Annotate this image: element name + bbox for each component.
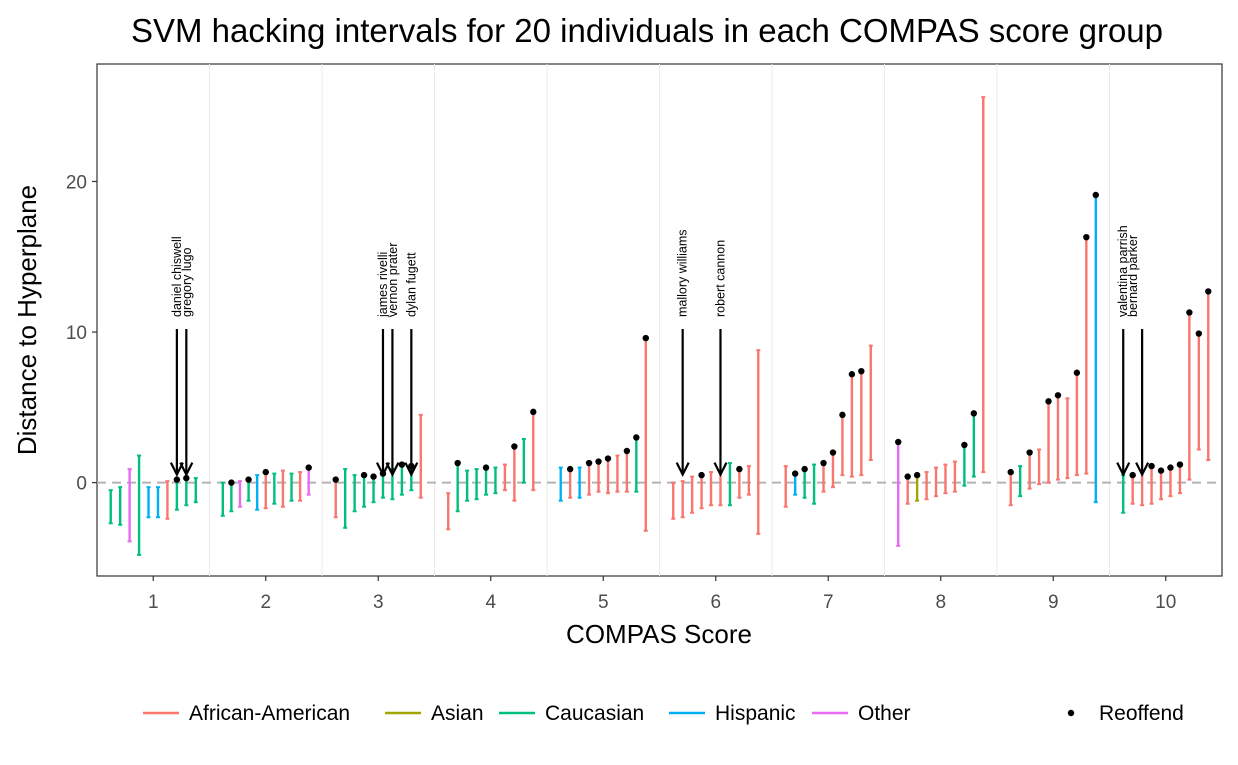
- reoffend-point: [1129, 471, 1136, 479]
- reoffend-point: [829, 449, 837, 456]
- reoffend-point: [1045, 398, 1052, 405]
- reoffend-point: [970, 410, 978, 417]
- annotation-label: robert cannon: [713, 240, 727, 317]
- annotation-arrow-head: [1135, 462, 1150, 478]
- reoffend-point: [913, 471, 921, 479]
- reoffend-point: [623, 447, 631, 455]
- x-tick-label: 5: [598, 592, 609, 613]
- reoffend-point: [858, 368, 865, 375]
- x-axis: 1 2 3 4 5 6 7 8 9 10: [148, 576, 1176, 613]
- reoffend-point: [454, 459, 461, 467]
- legend-label: Hispanic: [715, 702, 796, 725]
- reoffend-points: [173, 191, 1212, 486]
- reoffend-point: [332, 476, 339, 483]
- x-tick-label: 7: [823, 592, 834, 613]
- annotation-arrow-head: [404, 462, 419, 478]
- reoffend-point: [566, 465, 574, 473]
- reoffend-point: [839, 411, 846, 419]
- reoffend-point: [511, 443, 518, 450]
- x-tick-label: 2: [260, 592, 271, 613]
- reoffend-point: [262, 468, 269, 476]
- annotation-arrow-head: [713, 462, 728, 478]
- reoffend-point: [1148, 462, 1155, 470]
- legend: African-American Asian Caucasian Hispanic Ot…: [143, 702, 1184, 725]
- reoffend-point: [1007, 468, 1014, 476]
- annotation-arrow-head: [179, 462, 194, 478]
- y-tick-label: 0: [76, 474, 87, 495]
- reoffend-point: [895, 438, 902, 446]
- reoffend-point: [1026, 449, 1033, 456]
- reoffend-point: [245, 476, 252, 483]
- reoffend-point: [1083, 233, 1090, 241]
- x-tick-label: 4: [485, 592, 496, 613]
- annotation-arrow-head: [169, 462, 184, 478]
- annotation-label: james rivelli: [376, 252, 390, 318]
- annotation-label: valentina parrish: [1116, 225, 1130, 317]
- annotation-arrow-head: [375, 462, 390, 478]
- reoffend-point: [1205, 288, 1212, 295]
- reoffend-point: [791, 470, 799, 477]
- grid-lines: [209, 64, 1110, 576]
- reoffend-point: [1176, 461, 1184, 468]
- legend-reoffend-label: Reoffend: [1099, 702, 1184, 725]
- annotation-label: vernon prater: [386, 243, 400, 317]
- reoffend-point: [228, 479, 235, 486]
- reoffend-point: [1073, 369, 1081, 376]
- annotation-arrow-head: [1116, 462, 1131, 478]
- reoffend-point: [173, 476, 181, 483]
- annotation-label: gregory lugo: [180, 247, 194, 317]
- annotation-label: bernard parker: [1126, 235, 1140, 317]
- legend-label: African-American: [189, 702, 350, 725]
- reoffend-point: [698, 471, 705, 479]
- reoffend-point: [305, 464, 312, 471]
- reoffend-point: [642, 334, 649, 342]
- reoffend-point: [848, 371, 856, 378]
- reoffend-point: [1054, 392, 1062, 399]
- reoffend-point: [1195, 330, 1203, 337]
- annotation-arrow-head: [675, 462, 690, 478]
- y-tick-label: 20: [66, 172, 87, 193]
- reoffend-point: [820, 459, 827, 467]
- reoffend-point: [736, 465, 743, 473]
- reoffend-point: [1092, 191, 1099, 199]
- x-tick-label: 1: [148, 592, 159, 613]
- x-axis-label: COMPAS Score: [566, 619, 752, 649]
- reoffend-point: [585, 459, 593, 467]
- legend-label: Asian: [431, 702, 484, 725]
- chart-title: SVM hacking intervals for 20 individuals…: [131, 12, 1163, 49]
- reoffend-point: [482, 464, 490, 471]
- reoffend-point: [801, 465, 808, 473]
- x-tick-label: 6: [710, 592, 721, 613]
- annotation-label: mallory williams: [676, 229, 690, 317]
- reoffend-point: [398, 461, 406, 468]
- reoffend-point: [595, 458, 602, 465]
- reoffend-point: [1157, 467, 1165, 474]
- x-tick-label: 9: [1048, 592, 1059, 613]
- reoffend-point: [1167, 464, 1174, 471]
- reoffend-point: [360, 471, 368, 479]
- reoffend-point: [183, 474, 190, 482]
- y-axis: 0 10 20: [66, 172, 97, 495]
- reoffend-point: [633, 434, 640, 441]
- interval-series: [108, 96, 1211, 556]
- reoffend-point: [1186, 309, 1193, 316]
- y-tick-label: 10: [66, 323, 87, 344]
- annotation-arrow-head: [385, 462, 400, 478]
- reoffend-point: [530, 408, 537, 416]
- x-tick-label: 10: [1155, 592, 1176, 613]
- y-axis-label: Distance to Hyperplane: [12, 185, 42, 455]
- reoffend-point: [370, 473, 377, 480]
- reoffend-point: [961, 441, 968, 449]
- annotation-label: daniel chiswell: [170, 236, 184, 317]
- annotation-label: dylan fugett: [404, 252, 418, 317]
- legend-label: Caucasian: [545, 702, 644, 725]
- x-tick-label: 8: [935, 592, 946, 613]
- reoffend-point: [904, 473, 911, 480]
- reoffend-point: [604, 455, 612, 462]
- x-tick-label: 3: [373, 592, 384, 613]
- legend-reoffend-key: [1067, 709, 1075, 717]
- legend-label: Other: [858, 702, 911, 725]
